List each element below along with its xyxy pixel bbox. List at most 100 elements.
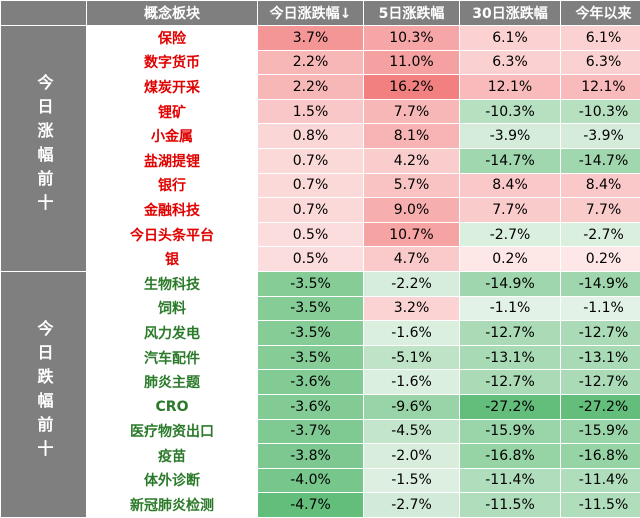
table-row: 疫苗-3.8%-2.0%-16.8%-16.8% — [1, 444, 640, 469]
sector-name: 数字货币 — [87, 50, 258, 75]
sector-name: CRO — [87, 394, 258, 419]
value-cell: -16.8% — [460, 444, 561, 469]
value-cell: -2.2% — [364, 271, 460, 296]
value-cell: 6.3% — [561, 50, 640, 75]
value-cell: 3.7% — [258, 26, 364, 51]
value-cell: -10.3% — [561, 99, 640, 124]
sector-name: 新冠肺炎检测 — [87, 493, 258, 518]
value-cell: -15.9% — [460, 419, 561, 444]
value-cell: 9.0% — [364, 198, 460, 223]
value-cell: -11.5% — [460, 493, 561, 518]
group-label: 今日涨幅前十 — [32, 74, 56, 218]
value-cell: -3.5% — [258, 296, 364, 321]
value-cell: 7.7% — [561, 198, 640, 223]
value-cell: 6.1% — [460, 26, 561, 51]
value-cell: -5.1% — [364, 345, 460, 370]
value-cell: 0.8% — [258, 124, 364, 149]
group-label-cell: 今日涨幅前十 — [1, 26, 87, 272]
value-cell: -4.0% — [258, 468, 364, 493]
value-cell: -2.0% — [364, 444, 460, 469]
sector-name: 今日头条平台 — [87, 222, 258, 247]
value-cell: -27.2% — [460, 394, 561, 419]
sector-name: 锂矿 — [87, 99, 258, 124]
value-cell: -1.6% — [364, 321, 460, 346]
value-cell: 0.5% — [258, 247, 364, 272]
value-cell: 4.2% — [364, 148, 460, 173]
value-cell: 0.7% — [258, 198, 364, 223]
sector-name: 生物科技 — [87, 271, 258, 296]
value-cell: 6.3% — [460, 50, 561, 75]
value-cell: -11.4% — [561, 468, 640, 493]
value-cell: 0.5% — [258, 222, 364, 247]
header-cell: 今年以来 — [561, 1, 640, 26]
table-row: 新冠肺炎检测-4.7%-2.7%-11.5%-11.5% — [1, 493, 640, 518]
value-cell: -4.5% — [364, 419, 460, 444]
value-cell: -3.5% — [258, 321, 364, 346]
value-cell: 3.2% — [364, 296, 460, 321]
value-cell: -3.6% — [258, 370, 364, 395]
table-row: 饲料-3.5%3.2%-1.1%-1.1% — [1, 296, 640, 321]
sector-name: 疫苗 — [87, 444, 258, 469]
value-cell: -3.8% — [258, 444, 364, 469]
table-row: 今日跌幅前十生物科技-3.5%-2.2%-14.9%-14.9% — [1, 271, 640, 296]
sector-name: 小金属 — [87, 124, 258, 149]
value-cell: -14.9% — [460, 271, 561, 296]
table-row: 体外诊断-4.0%-1.5%-11.4%-11.4% — [1, 468, 640, 493]
sector-name: 银 — [87, 247, 258, 272]
value-cell: 10.7% — [364, 222, 460, 247]
value-cell: 7.7% — [460, 198, 561, 223]
value-cell: 8.4% — [460, 173, 561, 198]
value-cell: -12.7% — [561, 321, 640, 346]
value-cell: -12.7% — [460, 321, 561, 346]
value-cell: -2.7% — [364, 493, 460, 518]
sector-name: 风力发电 — [87, 321, 258, 346]
table-row: 风力发电-3.5%-1.6%-12.7%-12.7% — [1, 321, 640, 346]
value-cell: 12.1% — [561, 75, 640, 100]
group-label-cell: 今日跌幅前十 — [1, 271, 87, 517]
value-cell: -27.2% — [561, 394, 640, 419]
table-row: 汽车配件-3.5%-5.1%-13.1%-13.1% — [1, 345, 640, 370]
header-cell: 概念板块 — [87, 1, 258, 26]
value-cell: -10.3% — [460, 99, 561, 124]
value-cell: -9.6% — [364, 394, 460, 419]
header-cell: 今日涨跌幅↓ — [258, 1, 364, 26]
sector-name: 医疗物资出口 — [87, 419, 258, 444]
value-cell: -1.1% — [460, 296, 561, 321]
value-cell: 6.1% — [561, 26, 640, 51]
table-row: CRO-3.6%-9.6%-27.2%-27.2% — [1, 394, 640, 419]
value-cell: -3.5% — [258, 345, 364, 370]
value-cell: -16.8% — [561, 444, 640, 469]
value-cell: -14.7% — [460, 148, 561, 173]
value-cell: -4.7% — [258, 493, 364, 518]
sector-name: 汽车配件 — [87, 345, 258, 370]
group-label: 今日跌幅前十 — [32, 320, 56, 464]
value-cell: 0.7% — [258, 148, 364, 173]
value-cell: -3.7% — [258, 419, 364, 444]
value-cell: -2.7% — [561, 222, 640, 247]
value-cell: -13.1% — [561, 345, 640, 370]
sector-name: 银行 — [87, 173, 258, 198]
value-cell: -1.6% — [364, 370, 460, 395]
sector-name: 金融科技 — [87, 198, 258, 223]
value-cell: 12.1% — [460, 75, 561, 100]
value-cell: -14.7% — [561, 148, 640, 173]
value-cell: -3.6% — [258, 394, 364, 419]
value-cell: 7.7% — [364, 99, 460, 124]
value-cell: 0.2% — [460, 247, 561, 272]
sector-name: 保险 — [87, 26, 258, 51]
value-cell: -13.1% — [460, 345, 561, 370]
value-cell: -1.5% — [364, 468, 460, 493]
value-cell: -11.5% — [561, 493, 640, 518]
header-cell: 5日涨跌幅 — [364, 1, 460, 26]
